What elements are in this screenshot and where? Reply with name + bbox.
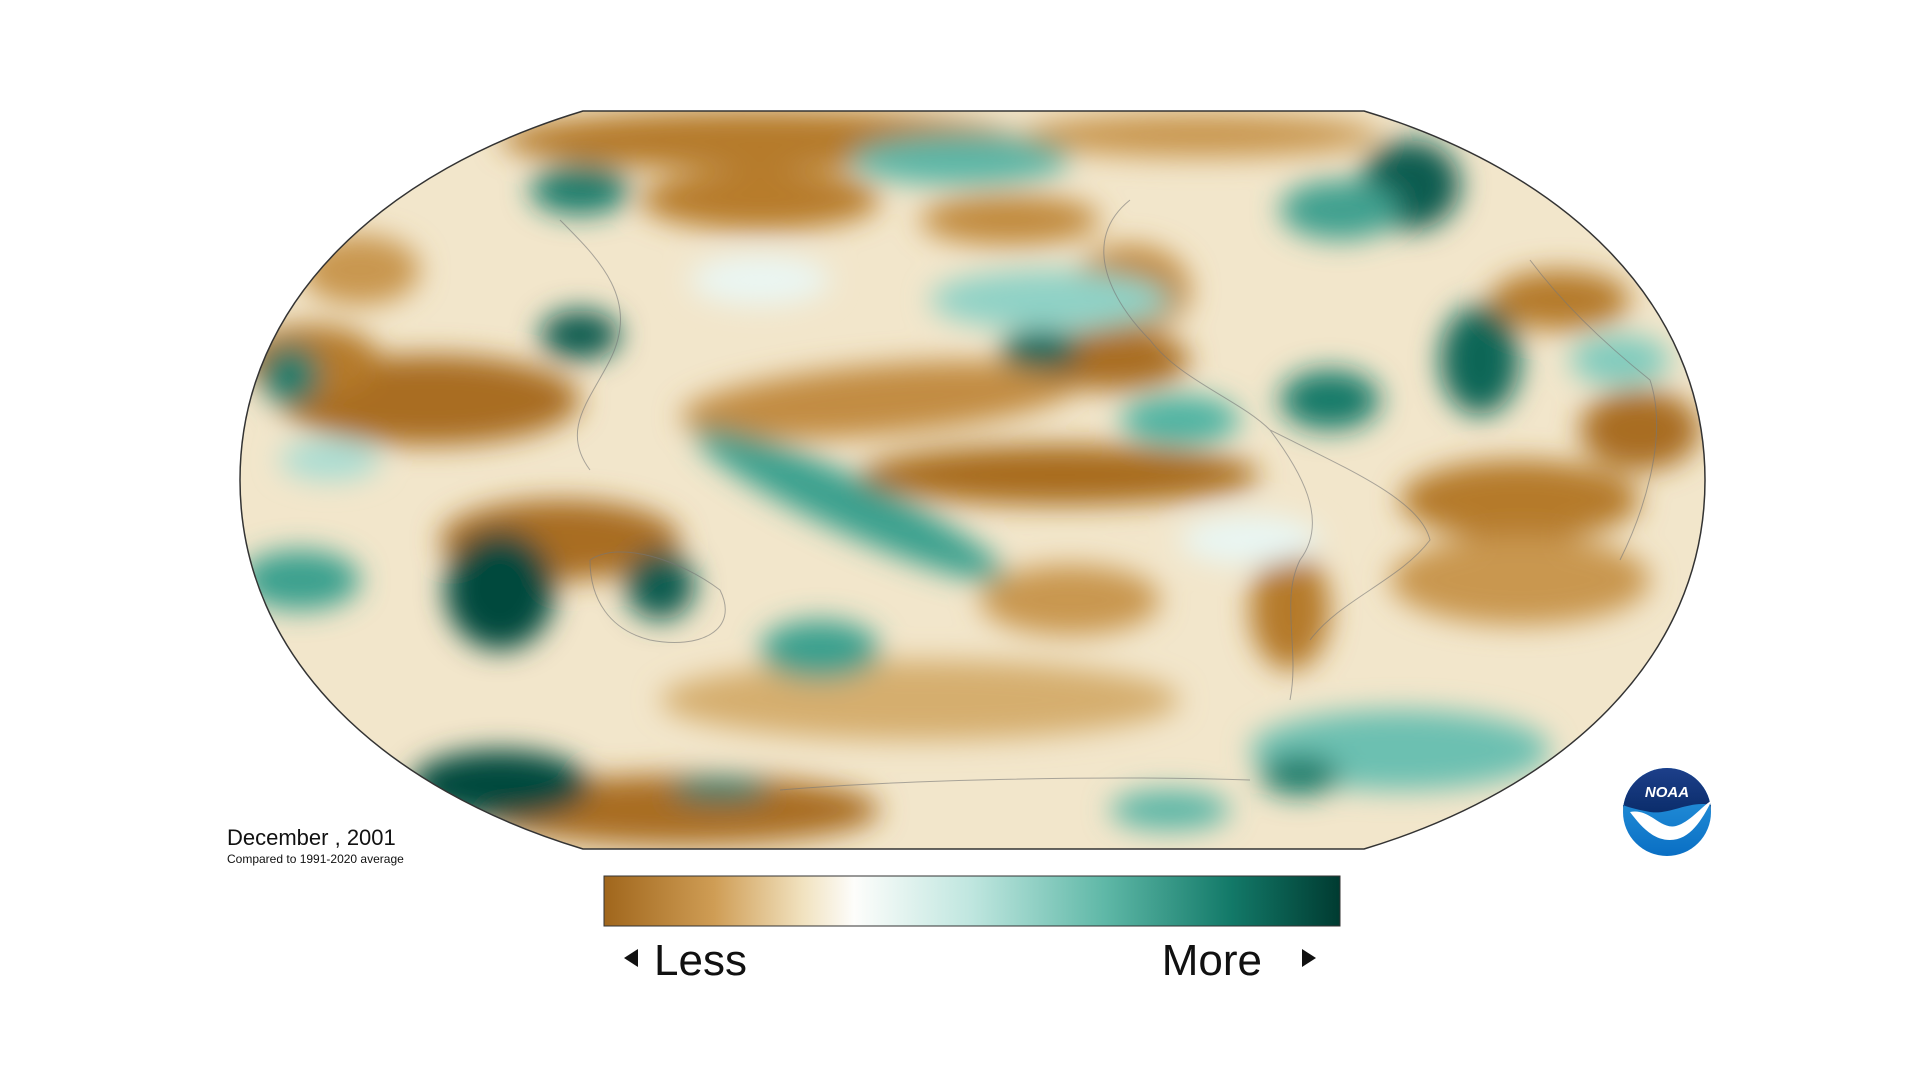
- logo-text: NOAA: [1645, 784, 1689, 801]
- legend-low-label: Less: [654, 936, 747, 985]
- color-scale: [603, 875, 1341, 927]
- map-title: December , 2001: [227, 825, 396, 850]
- precipitation-map: [240, 111, 1705, 849]
- noaa-logo: NOAA: [1623, 768, 1712, 856]
- map-outline: [239, 110, 1706, 850]
- legend-high-label: More: [1162, 936, 1262, 985]
- coastlines: [559, 199, 1658, 791]
- less-arrow: [624, 949, 638, 967]
- more-arrow: [1302, 949, 1316, 967]
- map-subtitle: Compared to 1991-2020 average: [227, 852, 404, 866]
